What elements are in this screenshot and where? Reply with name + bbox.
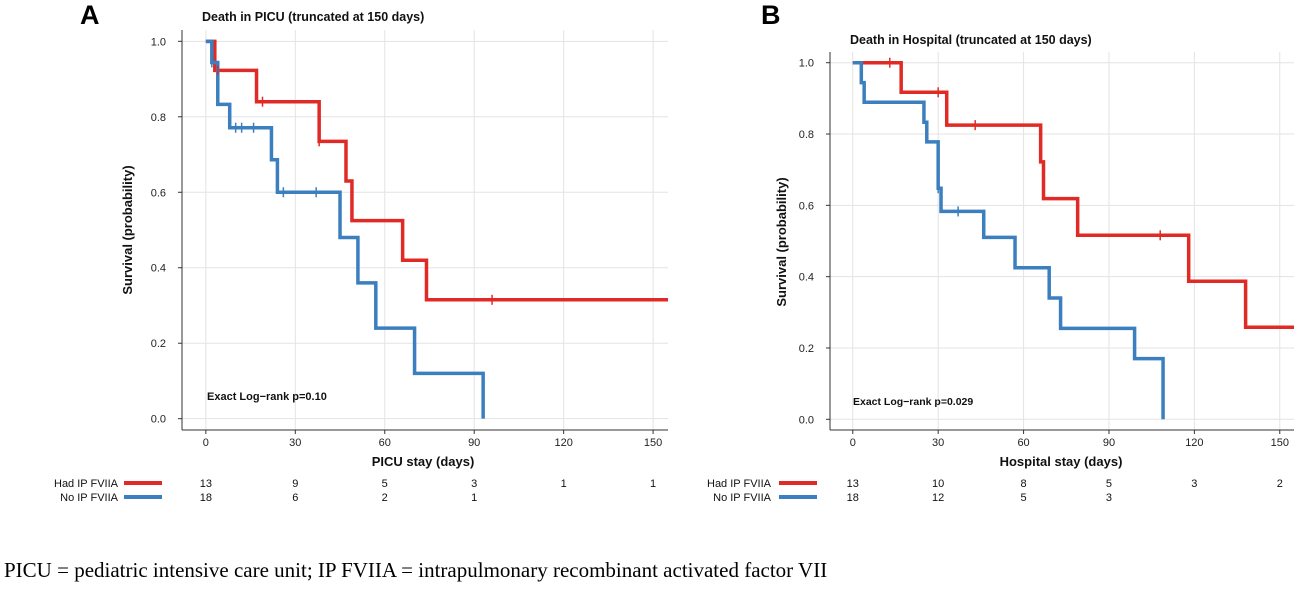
y-tick-label-b: 0.8: [799, 129, 814, 141]
risk-table-b: Had IP FVIIA No IP FVIIA 13 10 8 5 3 2 18 12 5 3: [707, 478, 1283, 504]
x-tick-label-b: 0: [850, 437, 856, 449]
x-tick-label-b: 30: [932, 437, 944, 449]
y-tick-label-a: 0.2: [151, 338, 166, 350]
risk-label-had-b: Had IP FVIIA: [707, 478, 772, 490]
risk-label-no-a: No IP FVIIA: [60, 492, 119, 504]
risk-number-had-b: 10: [932, 478, 944, 490]
risk-number-no-a: 6: [292, 492, 298, 504]
y-tick-label-a: 0.0: [151, 414, 166, 426]
risk-number-had-a: 5: [382, 478, 388, 490]
panel-label-a: A: [80, 0, 100, 30]
risk-number-had-b: 13: [847, 478, 859, 490]
x-axis-label-b: Hospital stay (days): [1000, 454, 1123, 469]
y-axis-label-a: Survival (probability): [120, 165, 135, 294]
risk-table-a: Had IP FVIIA No IP FVIIA 13 9 5 3 1 1 18 6 2 1: [54, 478, 656, 504]
figure-caption: PICU = pediatric intensive care unit; IP…: [4, 558, 828, 582]
axes-a: 0 30 60 90 120 150 0.0 0.2 0.4 0.6 0.8 1.0: [151, 30, 668, 449]
chart-title-b: Death in Hospital (truncated at 150 days…: [850, 33, 1092, 47]
panel-b: B Death in Hospital (truncated at 150 da…: [707, 0, 1294, 504]
survival-line-had-b: [852, 60, 1294, 330]
risk-number-had-a: 1: [561, 478, 567, 490]
risk-number-no-b: 12: [932, 492, 944, 504]
risk-number-no-a: 2: [382, 492, 388, 504]
survival-line-no-b: [852, 60, 1165, 420]
risk-number-no-a: 1: [471, 492, 477, 504]
risk-number-had-b: 5: [1106, 478, 1112, 490]
y-tick-label-b: 0.6: [799, 200, 814, 212]
panel-label-b: B: [761, 0, 781, 30]
survival-line-had-a: [205, 39, 668, 302]
risk-number-no-a: 18: [200, 492, 212, 504]
x-tick-label-b: 90: [1103, 437, 1115, 449]
annotation-a: Exact Log−rank p=0.10: [207, 391, 327, 403]
x-tick-label-a: 150: [644, 437, 662, 449]
risk-label-no-b: No IP FVIIA: [713, 492, 772, 504]
risk-number-no-b: 18: [847, 492, 859, 504]
risk-number-no-b: 3: [1106, 492, 1112, 504]
y-tick-label-a: 1.0: [151, 36, 166, 48]
risk-label-had-a: Had IP FVIIA: [54, 478, 119, 490]
risk-number-had-b: 3: [1191, 478, 1197, 490]
risk-number-had-a: 9: [292, 478, 298, 490]
y-tick-label-b: 1.0: [799, 58, 814, 70]
series-lines-a: [205, 39, 668, 419]
x-tick-label-b: 120: [1185, 437, 1203, 449]
censor-marks-b: [889, 57, 1161, 241]
grid-b: [830, 52, 1294, 430]
x-tick-label-a: 60: [379, 437, 391, 449]
x-axis-label-a: PICU stay (days): [372, 454, 475, 469]
annotation-b: Exact Log−rank p=0.029: [853, 396, 973, 408]
x-tick-label-b: 60: [1017, 437, 1029, 449]
x-tick-label-a: 120: [554, 437, 572, 449]
censor-marks-a: [211, 57, 493, 305]
y-tick-label-a: 0.8: [151, 112, 166, 124]
risk-number-no-b: 5: [1021, 492, 1027, 504]
x-tick-label-b: 150: [1271, 437, 1289, 449]
y-tick-label-b: 0.4: [799, 272, 814, 284]
x-tick-label-a: 90: [468, 437, 480, 449]
y-tick-label-a: 0.4: [151, 263, 166, 275]
x-tick-label-a: 0: [203, 437, 209, 449]
risk-number-had-a: 13: [200, 478, 212, 490]
panel-a: A Death in PICU (truncated at 150 days) …: [54, 0, 668, 504]
risk-number-had-b: 2: [1277, 478, 1283, 490]
risk-number-had-a: 3: [471, 478, 477, 490]
y-axis-label-b: Survival (probability): [774, 177, 789, 306]
survival-line-no-a: [205, 39, 485, 419]
x-tick-label-a: 30: [289, 437, 301, 449]
axes-b: 0 30 60 90 120 150 0.0 0.2 0.4 0.6 0.8 1.0: [799, 52, 1294, 449]
y-tick-label-a: 0.6: [151, 187, 166, 199]
risk-number-had-a: 1: [650, 478, 656, 490]
chart-title-a: Death in PICU (truncated at 150 days): [202, 10, 424, 24]
risk-number-had-b: 8: [1021, 478, 1027, 490]
y-tick-label-b: 0.2: [799, 343, 814, 355]
y-tick-label-b: 0.0: [799, 414, 814, 426]
series-lines-b: [852, 60, 1294, 420]
